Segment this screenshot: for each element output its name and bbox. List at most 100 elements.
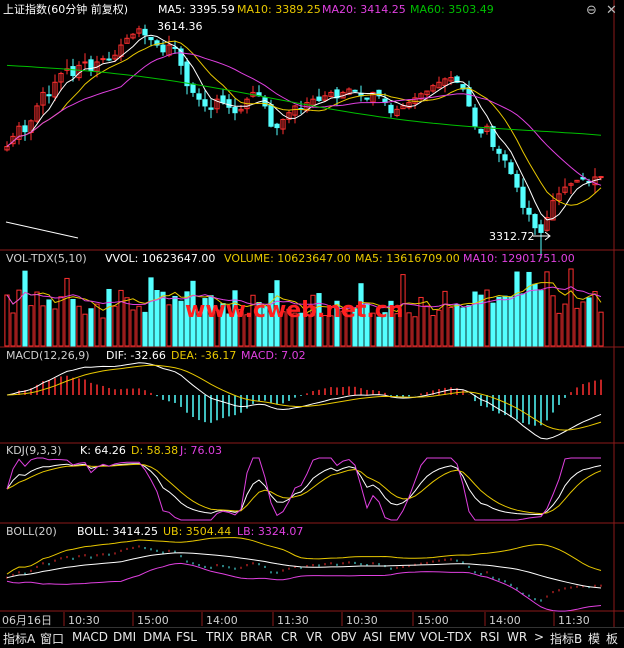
- candle-body: [574, 179, 580, 183]
- candle-body: [136, 28, 142, 34]
- volume-bar: [538, 290, 544, 347]
- candle-body: [328, 91, 334, 97]
- volume-bar: [436, 309, 442, 347]
- minimize-icon[interactable]: ⊖: [586, 3, 597, 18]
- tab-emv[interactable]: EMV: [389, 630, 416, 644]
- volume-bar: [496, 296, 502, 347]
- candle-body: [178, 48, 184, 66]
- volume-bar: [346, 306, 352, 347]
- volume-bar: [172, 295, 178, 347]
- candle-body: [334, 89, 340, 99]
- candle-body: [4, 146, 10, 151]
- ma10-line: [6, 40, 602, 206]
- volume-bar: [196, 311, 202, 347]
- close-icon[interactable]: ✕: [606, 3, 617, 18]
- volume-bar: [52, 308, 58, 347]
- candle-body: [394, 108, 400, 117]
- volume-bar: [358, 283, 364, 347]
- candle-body: [556, 193, 562, 201]
- volume-bar: [298, 312, 304, 347]
- tab-asi[interactable]: ASI: [363, 630, 383, 644]
- tab-board[interactable]: 板: [606, 632, 619, 646]
- macd-dea: DEA: -36.17: [171, 349, 236, 362]
- candle-body: [424, 90, 430, 96]
- candle-body: [190, 83, 196, 93]
- time-axis-label: 11:30: [277, 614, 309, 627]
- panel-grid: [0, 0, 624, 627]
- boll-ub: UB: 3504.44: [163, 525, 231, 538]
- candle-body: [502, 154, 508, 161]
- tab-window[interactable]: 窗口: [40, 632, 65, 646]
- volume-bar: [556, 312, 562, 347]
- candle-body: [526, 207, 532, 215]
- macd-dif: DIF: -32.66: [106, 349, 166, 362]
- candle-body: [292, 105, 298, 116]
- time-axis-label: 14:00: [206, 614, 238, 627]
- tab-dma[interactable]: DMA: [143, 630, 171, 644]
- volume-bar: [520, 293, 526, 347]
- volume-bar: [286, 308, 292, 347]
- tab-template[interactable]: 模: [588, 632, 601, 646]
- volume-bar: [274, 280, 280, 347]
- volume-bar: [136, 305, 142, 347]
- kdj-j-line: [6, 457, 601, 521]
- volume-bar: [130, 309, 136, 347]
- volume-bar: [262, 306, 268, 347]
- tab-rsi[interactable]: RSI: [480, 630, 500, 644]
- tab-more-arrow-icon[interactable]: >: [534, 630, 545, 644]
- volume-bar: [316, 293, 322, 347]
- volume-bar: [166, 304, 172, 347]
- ma60-line: [6, 64, 602, 136]
- tab-vr[interactable]: VR: [306, 630, 323, 644]
- candle-body: [442, 78, 448, 86]
- volume-bar: [454, 303, 460, 347]
- volume-bar: [376, 316, 382, 347]
- candle-body: [208, 107, 214, 110]
- volume-bar: [532, 283, 538, 347]
- volume-bar: [382, 312, 388, 347]
- tab-indicator-a[interactable]: 指标A: [3, 632, 36, 646]
- time-axis: 06月16日 10:30 15:00 14:00 11:30 10:30 15:00 14:0…: [2, 612, 590, 627]
- tab-macd[interactable]: MACD: [72, 630, 108, 644]
- volume-bar: [586, 297, 592, 347]
- candle-body: [400, 105, 406, 110]
- volume-bar: [292, 312, 298, 347]
- volume-bar: [106, 288, 112, 347]
- tab-cr[interactable]: CR: [281, 630, 298, 644]
- tab-dmi[interactable]: DMI: [113, 630, 137, 644]
- vol-ma5-line: [6, 282, 602, 314]
- macd-dif-line: [6, 362, 602, 440]
- volume-bar: [304, 315, 310, 347]
- candle-body: [94, 61, 100, 72]
- tab-vol-tdx[interactable]: VOL-TDX: [420, 630, 472, 644]
- candle-body: [472, 107, 478, 127]
- candle-body: [286, 112, 292, 120]
- candle-body: [100, 58, 106, 61]
- tab-fsl[interactable]: FSL: [176, 630, 197, 644]
- volume-bar: [58, 296, 64, 347]
- high-price-label: 3614.36: [157, 20, 203, 33]
- tab-brar[interactable]: BRAR: [240, 630, 273, 644]
- candle-body: [16, 125, 22, 140]
- volume-bar: [82, 313, 88, 347]
- macd-panel: [6, 362, 602, 440]
- time-axis-label: 06月16日: [2, 614, 52, 627]
- candle-body: [184, 61, 190, 87]
- volume-bar: [442, 290, 448, 347]
- candle-body: [268, 104, 274, 127]
- volume-bar: [142, 311, 148, 347]
- tab-trix[interactable]: TRIX: [206, 630, 234, 644]
- tab-wr[interactable]: WR: [507, 630, 528, 644]
- volume-bar: [370, 312, 376, 347]
- low-price-label: 3312.72: [489, 230, 535, 243]
- tab-indicator-b[interactable]: 指标B: [550, 632, 583, 646]
- tab-obv[interactable]: OBV: [331, 630, 357, 644]
- candle-body: [388, 104, 394, 114]
- candle-body: [316, 96, 322, 102]
- volume-bar: [214, 309, 220, 347]
- volume-bar: [478, 294, 484, 347]
- legend-ma5: MA5: 3395.59: [158, 3, 235, 16]
- candle-body: [364, 97, 370, 100]
- legend-ma60: MA60: 3503.49: [410, 3, 494, 16]
- volume-bar: [580, 301, 586, 347]
